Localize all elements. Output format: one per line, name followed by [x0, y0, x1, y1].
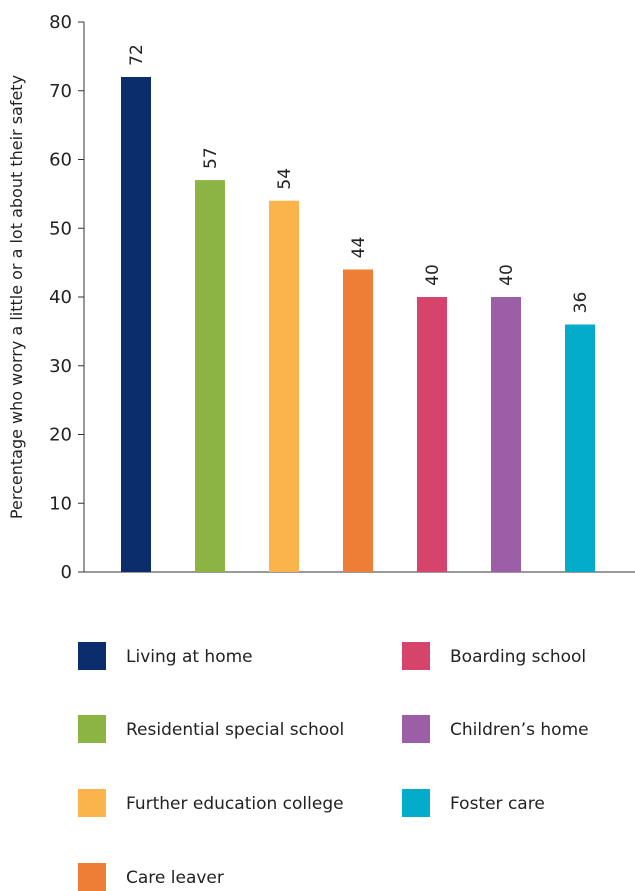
- y-tick-label-40: 40: [49, 287, 72, 308]
- bar-7: [565, 324, 595, 572]
- legend: Living at home Residential special school…: [78, 642, 589, 891]
- data-label-3: 54: [275, 168, 295, 190]
- y-tick-label-50: 50: [49, 218, 72, 239]
- legend-label-7: Foster care: [450, 794, 545, 814]
- legend-label-2: Residential special school: [126, 720, 344, 740]
- data-label-5: 40: [423, 264, 443, 286]
- bar-2: [195, 180, 225, 572]
- y-tick-label-30: 30: [49, 356, 72, 377]
- bar-5: [417, 297, 447, 572]
- data-label-6: 40: [497, 264, 517, 286]
- y-axis-label: Percentage who worry a little or a lot a…: [7, 75, 26, 519]
- legend-swatch-4: [78, 863, 106, 891]
- data-label-4: 44: [349, 237, 369, 259]
- y-tick-label-0: 0: [61, 562, 72, 583]
- legend-swatch-5: [402, 642, 430, 670]
- y-tick-label-60: 60: [49, 150, 72, 171]
- bar-4: [343, 269, 373, 572]
- y-tick-label-20: 20: [49, 425, 72, 446]
- bars: [121, 77, 595, 572]
- y-tick-label-80: 80: [49, 12, 72, 33]
- legend-swatch-6: [402, 715, 430, 743]
- y-tick-label-70: 70: [49, 81, 72, 102]
- legend-label-1: Living at home: [126, 647, 253, 667]
- legend-label-6: Children’s home: [450, 720, 589, 740]
- legend-swatch-3: [78, 789, 106, 817]
- bar-6: [491, 297, 521, 572]
- legend-swatch-7: [402, 789, 430, 817]
- legend-swatch-2: [78, 715, 106, 743]
- legend-label-4: Care leaver: [126, 868, 224, 888]
- data-label-1: 72: [127, 44, 147, 66]
- data-label-7: 36: [571, 292, 591, 314]
- legend-label-5: Boarding school: [450, 647, 586, 667]
- data-label-2: 57: [201, 147, 221, 169]
- legend-label-3: Further education college: [126, 794, 344, 814]
- data-labels: 72 57 54 44 40 40 36: [127, 44, 591, 313]
- y-tick-label-10: 10: [49, 493, 72, 514]
- bar-1: [121, 77, 151, 572]
- bar-3: [269, 200, 299, 572]
- y-tick-labels: 0 10 20 30 40 50 60 70 80: [49, 12, 84, 583]
- legend-swatch-1: [78, 642, 106, 670]
